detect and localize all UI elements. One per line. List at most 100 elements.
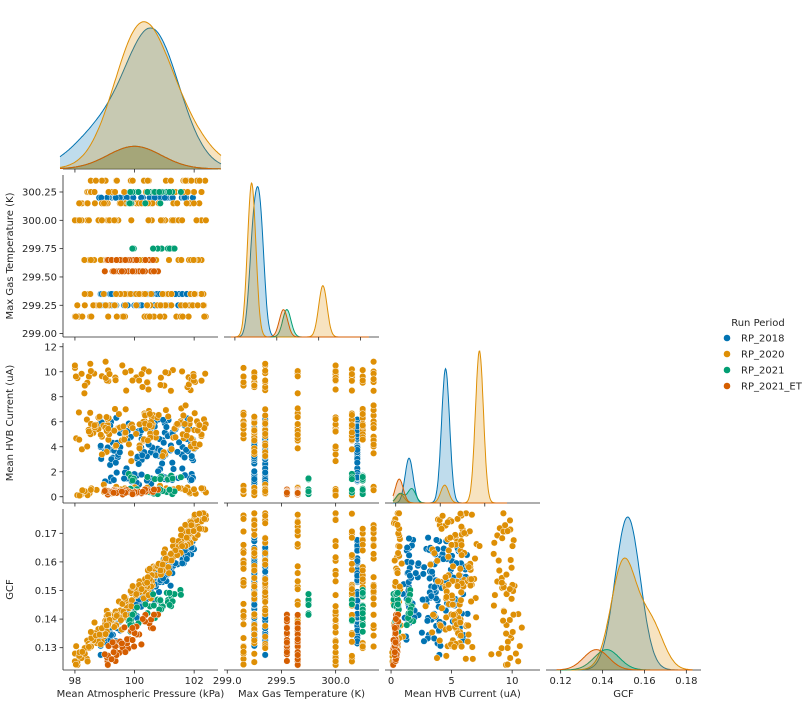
scatter-point	[442, 652, 450, 660]
scatter-point	[90, 421, 99, 429]
scatter-point	[78, 370, 86, 378]
scatter-point	[250, 467, 258, 475]
scatter-point	[464, 621, 472, 630]
scatter-point	[127, 449, 135, 457]
scatter-point	[391, 624, 399, 632]
scatter-point	[101, 487, 109, 495]
scatter-point	[510, 536, 518, 544]
y-tick-label: 0.15	[35, 586, 57, 597]
scatter-point	[119, 313, 127, 321]
legend-title: Run Period	[731, 318, 785, 329]
scatter-point	[433, 654, 441, 662]
scatter-point	[87, 256, 95, 264]
scatter-point	[156, 596, 164, 604]
scatter-point	[115, 410, 123, 418]
scatter-point	[127, 216, 135, 224]
kde-fill	[556, 649, 693, 670]
scatter-point	[304, 601, 313, 609]
scatter-point	[129, 177, 137, 185]
scatter-point	[149, 256, 157, 264]
scatter-point	[183, 199, 191, 207]
legend-item-rp2018: RP_2018	[723, 334, 784, 345]
scatter-point	[370, 611, 378, 619]
scatter-point	[472, 613, 480, 621]
kde-fill	[60, 21, 221, 169]
scatter-point	[196, 525, 204, 533]
scatter-panel	[388, 509, 526, 669]
scatter-point	[405, 534, 413, 543]
scatter-point	[465, 631, 473, 639]
scatter-point	[146, 313, 154, 321]
scatter-point	[104, 661, 112, 669]
scatter-point	[165, 256, 173, 264]
scatter-point	[428, 628, 436, 636]
scatter-point	[424, 534, 432, 542]
scatter-point	[121, 648, 129, 656]
scatter-point	[419, 596, 427, 604]
scatter-point	[143, 473, 151, 481]
scatter-point	[261, 598, 269, 606]
scatter-point	[348, 428, 356, 437]
scatter-point	[332, 516, 340, 524]
scatter-point	[454, 582, 462, 590]
kde-line	[556, 557, 693, 671]
scatter-point	[167, 550, 175, 558]
y-tick-label: 300.25	[22, 187, 57, 198]
scatter-point	[110, 427, 118, 435]
scatter-point	[154, 467, 162, 475]
scatter-point	[359, 525, 367, 533]
scatter-point	[169, 474, 177, 483]
scatter-point	[101, 267, 109, 275]
y-tick-label: 10	[44, 367, 57, 378]
scatter-point	[430, 583, 438, 591]
scatter-point	[394, 589, 402, 597]
scatter-point	[72, 660, 80, 669]
scatter-point	[294, 404, 302, 412]
scatter-point	[370, 449, 378, 457]
scatter-point	[304, 487, 313, 495]
scatter-point	[395, 543, 404, 551]
kde-fill	[60, 28, 221, 169]
scatter-point	[509, 628, 517, 636]
scatter-point	[370, 550, 378, 558]
scatter-point	[137, 640, 145, 648]
scatter-point	[121, 428, 130, 437]
scatter-point	[359, 473, 367, 481]
scatter-point	[468, 511, 476, 519]
scatter-point	[370, 535, 378, 543]
y-tick-label: 2	[51, 467, 57, 478]
scatter-point	[190, 256, 198, 264]
scatter-point	[250, 566, 258, 575]
scatter-point	[332, 577, 340, 585]
scatter-point	[239, 527, 248, 536]
scatter-point	[162, 423, 170, 431]
scatter-point	[149, 590, 157, 598]
kde-fill	[556, 517, 693, 670]
scatter-point	[78, 486, 86, 494]
scatter-point	[83, 442, 91, 451]
scatter-point	[84, 199, 92, 207]
kde-fill	[60, 146, 221, 169]
scatter-point	[102, 358, 110, 366]
scatter-point	[294, 562, 302, 570]
scatter-point	[190, 485, 198, 493]
scatter-point	[129, 424, 137, 432]
scatter-point	[173, 420, 181, 428]
x-tick-label: 0.18	[675, 676, 697, 687]
scatter-point	[166, 601, 174, 609]
scatter-point	[359, 628, 367, 636]
scatter-point	[332, 385, 340, 394]
scatter-point	[86, 409, 94, 417]
scatter-point	[144, 216, 153, 224]
scatter-point	[250, 475, 258, 483]
kde-line	[60, 145, 221, 170]
scatter-point	[294, 489, 302, 497]
scatter-point	[102, 301, 110, 309]
scatter-point	[165, 486, 174, 494]
scatter-point	[141, 290, 149, 298]
kde-panel	[556, 516, 693, 671]
scatter-point	[85, 216, 93, 224]
scatter-point	[250, 382, 258, 390]
scatter-point	[437, 622, 445, 630]
